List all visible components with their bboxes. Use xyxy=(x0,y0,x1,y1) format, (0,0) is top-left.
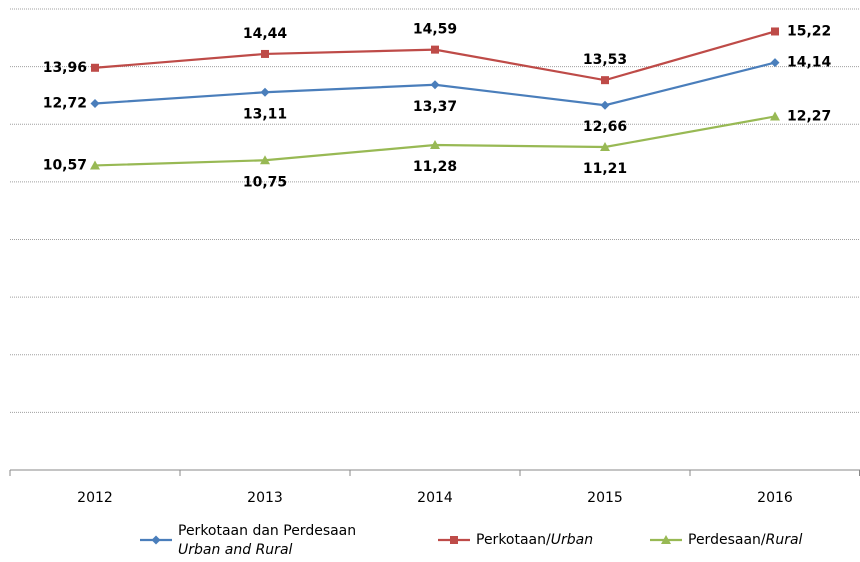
value-label: 13,37 xyxy=(413,99,457,115)
legend-label: Perkotaan/Urban xyxy=(476,532,593,548)
legend-label: Perkotaan dan Perdesaan Urban and Rural xyxy=(178,523,356,558)
marker xyxy=(450,536,458,544)
marker xyxy=(661,535,671,544)
marker xyxy=(91,63,99,72)
legend-text: Perkotaan dan Perdesaan xyxy=(178,523,356,539)
x-tick-label: 2013 xyxy=(247,490,283,506)
marker xyxy=(431,45,439,54)
marker xyxy=(151,535,161,545)
value-label: 11,28 xyxy=(413,159,457,175)
value-label: 13,11 xyxy=(243,106,287,122)
marker xyxy=(90,99,100,109)
value-label: 13,53 xyxy=(583,52,627,68)
legend-label: Perdesaan/Rural xyxy=(688,532,803,548)
legend-text: Urban and Rural xyxy=(178,542,293,558)
value-label: 14,14 xyxy=(787,55,832,71)
x-tick-label: 2012 xyxy=(77,490,113,506)
series-line xyxy=(94,30,776,82)
marker xyxy=(90,160,100,170)
x-tick-label: 2015 xyxy=(587,490,623,506)
marker xyxy=(770,58,780,68)
value-label: 14,59 xyxy=(413,22,457,38)
legend-text: Perkotaan/ xyxy=(476,532,551,548)
marker xyxy=(430,139,440,149)
value-label: 11,21 xyxy=(583,161,627,177)
x-tick-label: 2014 xyxy=(417,490,453,506)
legend-text: Perdesaan/ xyxy=(688,532,766,548)
marker xyxy=(600,100,610,110)
marker xyxy=(260,87,270,97)
marker xyxy=(770,111,780,121)
value-label: 14,44 xyxy=(243,26,288,42)
marker xyxy=(600,142,610,152)
marker xyxy=(261,49,269,58)
value-label: 13,96 xyxy=(43,60,87,76)
value-label: 12,72 xyxy=(43,96,87,112)
value-label: 12,27 xyxy=(787,108,831,124)
marker xyxy=(601,76,609,85)
legend-text: Urban xyxy=(551,532,593,548)
marker xyxy=(260,155,270,165)
value-label: 12,66 xyxy=(583,119,627,135)
x-tick-label: 2016 xyxy=(757,490,793,506)
value-label: 15,22 xyxy=(787,23,831,39)
value-label: 10,75 xyxy=(243,174,287,190)
marker xyxy=(771,27,779,36)
marker xyxy=(430,80,440,90)
value-label: 10,57 xyxy=(43,157,87,173)
legend-text: Rural xyxy=(766,532,803,548)
